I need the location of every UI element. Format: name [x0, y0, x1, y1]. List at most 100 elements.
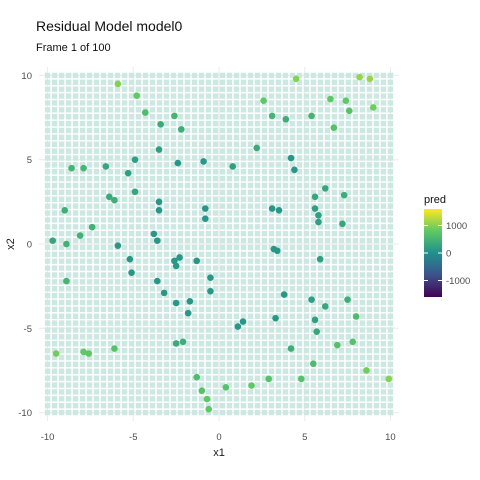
chart-subtitle: Frame 1 of 100 — [36, 42, 111, 54]
data-point — [340, 191, 348, 199]
x-tick-label: -10 — [41, 432, 55, 443]
data-point — [153, 237, 161, 244]
data-point — [339, 220, 346, 228]
data-point — [201, 205, 209, 212]
data-point — [157, 121, 165, 128]
data-point — [105, 193, 113, 201]
data-point — [265, 375, 273, 383]
data-point — [171, 112, 178, 120]
legend-tick-label: 1000 — [446, 221, 467, 232]
data-point — [363, 367, 370, 374]
data-point — [273, 247, 281, 255]
data-point — [311, 316, 319, 324]
data-point — [349, 338, 357, 346]
data-point — [291, 166, 298, 174]
data-point — [131, 188, 139, 196]
data-point — [308, 112, 315, 120]
data-point — [128, 269, 135, 276]
legend-tick-label: -1000 — [446, 276, 470, 287]
x-axis-title: x1 — [213, 447, 225, 459]
data-point — [292, 75, 300, 83]
legend-colorbar — [424, 209, 442, 297]
chart-title: Residual Model model0 — [36, 18, 183, 34]
data-point — [85, 350, 93, 357]
data-point — [385, 375, 393, 383]
data-point — [253, 144, 261, 152]
data-point — [172, 299, 180, 307]
data-point — [172, 262, 180, 270]
data-point — [207, 274, 214, 282]
data-point — [313, 328, 321, 335]
data-point — [369, 104, 377, 111]
data-point — [114, 80, 122, 88]
data-point — [366, 75, 374, 83]
data-point — [80, 164, 87, 172]
data-point — [102, 163, 110, 170]
y-tick-label: 5 — [27, 155, 32, 166]
data-point — [268, 112, 276, 120]
data-point — [186, 298, 194, 305]
data-point — [297, 375, 305, 383]
data-point — [80, 348, 87, 356]
data-point — [49, 237, 57, 244]
data-point — [268, 205, 276, 212]
data-point — [342, 97, 350, 105]
data-point — [111, 345, 118, 352]
data-point — [52, 350, 60, 357]
data-point — [205, 405, 213, 413]
data-point — [68, 164, 75, 172]
data-point — [124, 169, 132, 177]
data-point — [63, 240, 70, 248]
data-point — [184, 309, 192, 317]
data-point — [321, 303, 329, 310]
data-point — [200, 158, 207, 165]
data-point — [171, 257, 178, 265]
data-point — [344, 296, 351, 303]
data-point — [311, 205, 319, 212]
data-point — [133, 92, 141, 99]
data-point — [88, 223, 96, 231]
data-point — [155, 206, 163, 214]
legend-title: pred — [424, 194, 447, 206]
y-tick-label: -5 — [24, 324, 32, 335]
data-point — [176, 254, 183, 261]
data-point — [222, 383, 230, 391]
y-tick-label: -10 — [18, 408, 32, 419]
x-tick-label: -5 — [129, 432, 137, 443]
y-tick-label: 0 — [27, 240, 32, 251]
data-point — [141, 109, 149, 116]
data-point — [193, 373, 201, 381]
legend-tick-label: 0 — [446, 249, 451, 260]
data-point — [260, 97, 267, 105]
data-point — [111, 196, 118, 204]
data-point — [280, 291, 288, 298]
data-point — [333, 341, 341, 349]
y-axis-title: x2 — [5, 238, 17, 250]
data-point — [330, 124, 338, 131]
data-point — [201, 215, 209, 223]
data-point — [239, 318, 247, 325]
data-point — [234, 323, 242, 330]
y-tick-label: 10 — [21, 71, 32, 82]
data-point — [177, 126, 185, 133]
data-point — [356, 73, 363, 81]
data-point — [150, 230, 158, 238]
x-tick-label: 0 — [216, 432, 221, 443]
data-point — [155, 198, 163, 206]
prediction-tiles — [44, 72, 394, 416]
data-point — [321, 185, 329, 192]
x-tick-label: 5 — [302, 432, 307, 443]
data-point — [63, 277, 70, 285]
data-point — [327, 95, 334, 103]
x-tick-label: 10 — [385, 432, 396, 443]
data-point — [308, 296, 315, 303]
data-point — [153, 277, 161, 285]
data-point — [179, 338, 187, 346]
data-point — [311, 193, 319, 201]
data-point — [61, 206, 69, 214]
data-point — [198, 387, 206, 394]
data-point — [316, 255, 324, 263]
data-point — [160, 289, 168, 297]
data-point — [126, 255, 134, 263]
